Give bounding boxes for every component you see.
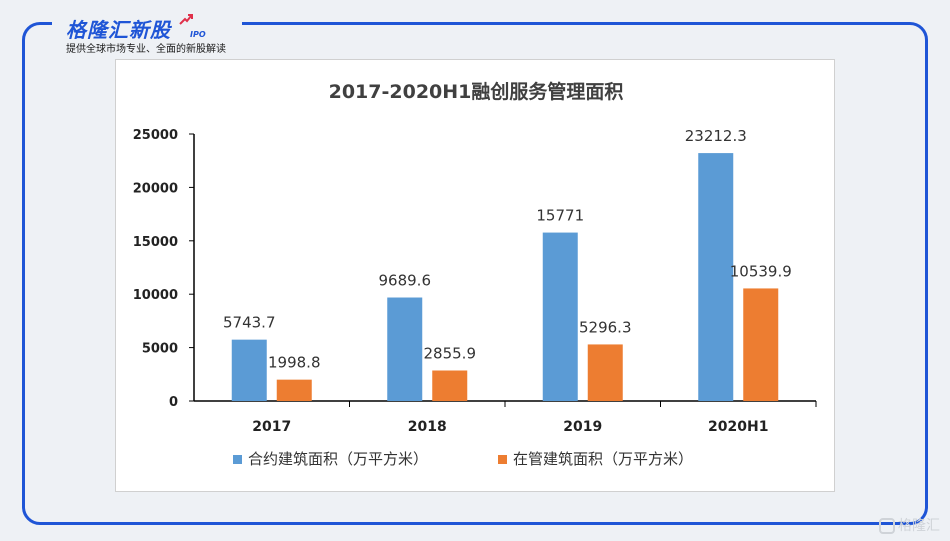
- x-tick-label: 2019: [563, 419, 602, 435]
- legend-swatch: [498, 455, 507, 464]
- bar: [276, 379, 312, 401]
- data-label: 15771: [536, 207, 584, 225]
- bar: [542, 232, 578, 401]
- bar: [698, 153, 734, 401]
- bar: [743, 288, 779, 401]
- plot-area: 0 5000 10000 15000 20000 25000 2017 5743.7 1998.…: [133, 127, 817, 435]
- x-tick-label: 2017: [252, 419, 291, 435]
- y-tick-label: 10000: [133, 288, 178, 303]
- y-tick-label: 0: [169, 395, 178, 410]
- data-label: 5743.7: [223, 314, 276, 332]
- watermark: 格隆汇: [879, 515, 940, 535]
- data-label: 23212.3: [685, 127, 747, 145]
- data-label: 5296.3: [579, 318, 632, 336]
- data-label: 10539.9: [730, 262, 792, 280]
- y-tick-label: 15000: [133, 235, 178, 250]
- chart-legend: 合约建筑面积（万平方米） 在管建筑面积（万平方米）: [233, 450, 693, 468]
- data-label: 9689.6: [379, 272, 432, 290]
- bar: [432, 370, 468, 401]
- y-tick-label: 20000: [133, 181, 178, 196]
- growth-arrow-icon: [179, 14, 193, 25]
- brand-ipo-label: IPO: [190, 30, 206, 39]
- chart-title: 2017-2020H1融创服务管理面积: [329, 80, 624, 103]
- data-label: 2855.9: [424, 344, 477, 362]
- legend-swatch: [233, 455, 242, 464]
- brand-name: 格隆汇新股: [66, 18, 171, 42]
- bar-chart: 2017-2020H1融创服务管理面积 0 5000 10000 15000 20000…: [133, 80, 817, 468]
- bar: [387, 297, 423, 401]
- bar: [231, 339, 267, 401]
- chart-panel: 2017-2020H1融创服务管理面积 0 5000 10000 15000 20000…: [115, 59, 835, 492]
- x-tick-label: 2018: [408, 419, 447, 435]
- legend-label: 合约建筑面积（万平方米）: [248, 450, 428, 468]
- watermark-text: 格隆汇: [898, 518, 940, 534]
- brand-header: 格隆汇新股 IPO 提供全球市场专业、全面的新股解读: [52, 8, 242, 56]
- data-label: 1998.8: [268, 354, 321, 372]
- y-tick-label: 25000: [133, 128, 178, 143]
- outer-frame: [22, 22, 928, 525]
- legend-label: 在管建筑面积（万平方米）: [513, 450, 693, 468]
- y-tick-label: 5000: [142, 342, 178, 357]
- x-tick-label: 2020H1: [708, 419, 768, 435]
- bar: [587, 344, 623, 401]
- watermark-logo-icon: [879, 518, 895, 534]
- brand-tagline: 提供全球市场专业、全面的新股解读: [66, 44, 226, 55]
